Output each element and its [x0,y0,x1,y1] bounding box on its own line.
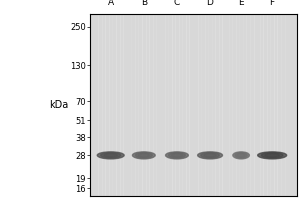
Ellipse shape [261,153,283,158]
Ellipse shape [135,153,152,158]
Ellipse shape [258,152,287,159]
Text: F: F [270,0,275,7]
Ellipse shape [204,154,216,157]
Ellipse shape [201,153,219,158]
Ellipse shape [104,154,117,157]
Y-axis label: kDa: kDa [49,100,69,110]
Text: E: E [238,0,244,7]
Text: C: C [174,0,180,7]
Ellipse shape [166,152,188,159]
Text: D: D [207,0,214,7]
Text: B: B [141,0,147,7]
Ellipse shape [171,154,183,157]
Ellipse shape [132,152,155,159]
Ellipse shape [138,154,149,157]
Ellipse shape [265,154,279,157]
Ellipse shape [235,153,247,158]
Ellipse shape [97,152,124,159]
Text: A: A [108,0,114,7]
Ellipse shape [198,152,223,159]
Ellipse shape [168,153,185,158]
Ellipse shape [233,152,249,159]
Ellipse shape [237,154,245,157]
Ellipse shape [100,153,121,158]
